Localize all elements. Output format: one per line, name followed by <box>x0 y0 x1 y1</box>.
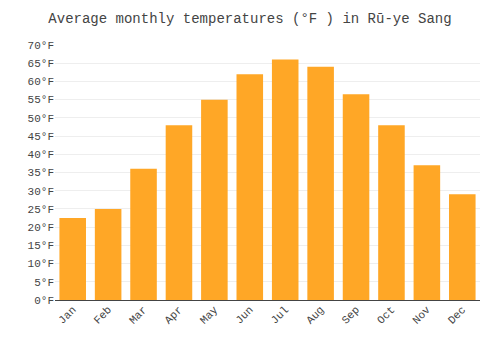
svg-text:70°F: 70°F <box>28 40 54 52</box>
svg-text:30°F: 30°F <box>28 186 54 198</box>
svg-text:Aug: Aug <box>304 304 326 326</box>
svg-text:Nov: Nov <box>410 304 433 327</box>
svg-text:Mar: Mar <box>127 304 149 326</box>
svg-text:55°F: 55°F <box>28 94 54 106</box>
svg-text:35°F: 35°F <box>28 167 54 179</box>
svg-text:Apr: Apr <box>162 304 184 326</box>
svg-text:Jun: Jun <box>233 304 255 326</box>
svg-text:Feb: Feb <box>92 304 114 326</box>
svg-text:5°F: 5°F <box>34 277 54 289</box>
svg-text:Jul: Jul <box>269 304 291 326</box>
svg-text:Dec: Dec <box>446 304 468 326</box>
svg-text:40°F: 40°F <box>28 149 54 161</box>
svg-text:60°F: 60°F <box>28 76 54 88</box>
svg-text:50°F: 50°F <box>28 113 54 125</box>
svg-text:65°F: 65°F <box>28 58 54 70</box>
svg-text:45°F: 45°F <box>28 131 54 143</box>
svg-text:0°F: 0°F <box>34 295 54 307</box>
svg-text:25°F: 25°F <box>28 204 54 216</box>
svg-text:Oct: Oct <box>375 304 397 326</box>
svg-text:Jan: Jan <box>56 304 78 326</box>
svg-text:10°F: 10°F <box>28 258 54 270</box>
svg-text:Average monthly temperatures (: Average monthly temperatures (°F ) in Rū… <box>48 11 451 27</box>
svg-text:Sep: Sep <box>340 304 362 326</box>
svg-text:20°F: 20°F <box>28 222 54 234</box>
svg-text:15°F: 15°F <box>28 240 54 252</box>
svg-text:May: May <box>198 304 221 327</box>
